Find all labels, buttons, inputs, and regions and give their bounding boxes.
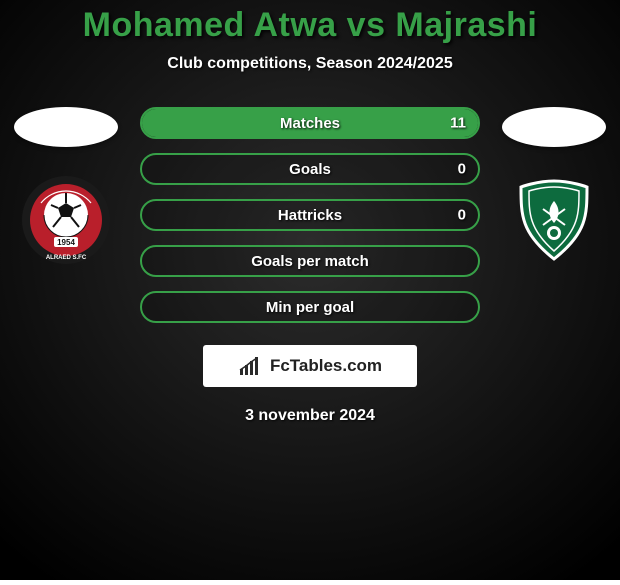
stat-pill: Hattricks 0 (140, 199, 480, 231)
bar-chart-icon (238, 355, 264, 377)
comparison-row: 1954 ALRAED S.FC Matches11Goals0Hattrick… (0, 107, 620, 323)
stat-label: Matches (280, 115, 340, 132)
right-player-column (498, 107, 610, 265)
svg-text:1954: 1954 (57, 238, 75, 247)
stat-pill: Goals per match (140, 245, 480, 277)
date-text: 3 november 2024 (0, 407, 620, 425)
left-country-flag (14, 107, 118, 147)
right-country-flag (502, 107, 606, 147)
page-title: Mohamed Atwa vs Majrashi (0, 6, 620, 45)
left-club-badge: 1954 ALRAED S.FC (21, 175, 111, 265)
right-club-badge (509, 175, 599, 265)
stat-bars: Matches 11 Goals 0 Hattricks 0 Goals per match… (140, 107, 480, 323)
stat-label: Goals per match (251, 253, 369, 270)
stat-right-value: 0 (458, 161, 466, 178)
left-player-column: 1954 ALRAED S.FC (10, 107, 122, 265)
stat-right-value: 0 (458, 207, 466, 224)
alahli-badge-icon (509, 175, 599, 265)
watermark-badge: FcTables.com (203, 345, 417, 387)
stat-pill: Min per goal (140, 291, 480, 323)
stat-right-value: 11 (450, 115, 466, 132)
stat-pill: Matches 11 (140, 107, 480, 139)
watermark-text: FcTables.com (270, 356, 382, 376)
subtitle: Club competitions, Season 2024/2025 (0, 55, 620, 73)
stat-label: Min per goal (266, 299, 354, 316)
svg-text:ALRAED S.FC: ALRAED S.FC (46, 255, 87, 261)
stat-label: Goals (289, 161, 331, 178)
alraed-badge-icon: 1954 ALRAED S.FC (21, 175, 111, 265)
stat-pill: Goals 0 (140, 153, 480, 185)
stat-label: Hattricks (278, 207, 342, 224)
